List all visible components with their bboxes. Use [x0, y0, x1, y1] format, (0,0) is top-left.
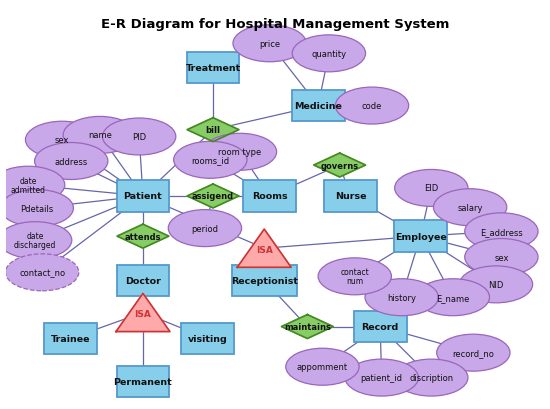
- Text: room type: room type: [218, 148, 262, 157]
- Text: visiting: visiting: [188, 334, 228, 343]
- Polygon shape: [117, 225, 169, 249]
- Text: record_no: record_no: [453, 348, 494, 357]
- Ellipse shape: [465, 213, 538, 250]
- Text: contact
num: contact num: [340, 267, 369, 285]
- Text: discription: discription: [409, 373, 453, 382]
- Text: rooms_id: rooms_id: [191, 156, 229, 165]
- Text: attends: attends: [125, 232, 161, 241]
- Ellipse shape: [174, 142, 247, 179]
- Ellipse shape: [0, 190, 73, 227]
- Ellipse shape: [292, 36, 366, 73]
- Text: patient_id: patient_id: [361, 373, 403, 382]
- Text: Employee: Employee: [395, 232, 447, 241]
- Text: NID: NID: [488, 280, 504, 289]
- FancyBboxPatch shape: [181, 323, 234, 355]
- Text: governs: governs: [321, 161, 359, 170]
- FancyBboxPatch shape: [354, 311, 406, 342]
- Polygon shape: [187, 184, 239, 209]
- Ellipse shape: [63, 117, 136, 154]
- Text: assigend: assigend: [192, 192, 234, 201]
- Polygon shape: [282, 315, 333, 339]
- Ellipse shape: [286, 348, 359, 385]
- Ellipse shape: [102, 119, 176, 155]
- Text: salary: salary: [458, 203, 483, 212]
- Ellipse shape: [365, 279, 438, 316]
- Polygon shape: [314, 154, 366, 178]
- Text: period: period: [191, 224, 218, 233]
- Text: date
admitted: date admitted: [10, 176, 46, 194]
- Text: Doctor: Doctor: [125, 276, 161, 285]
- Ellipse shape: [336, 88, 409, 125]
- Ellipse shape: [233, 26, 306, 63]
- Text: E_address: E_address: [480, 227, 522, 236]
- Text: ISA: ISA: [256, 245, 273, 254]
- Text: ISA: ISA: [135, 309, 151, 318]
- Ellipse shape: [204, 134, 277, 171]
- Ellipse shape: [25, 122, 99, 159]
- Ellipse shape: [459, 266, 532, 303]
- Text: Permanent: Permanent: [113, 377, 172, 386]
- Ellipse shape: [318, 258, 392, 295]
- Ellipse shape: [6, 254, 79, 291]
- Text: appomment: appomment: [297, 362, 348, 371]
- Text: name: name: [88, 131, 112, 140]
- FancyBboxPatch shape: [117, 366, 169, 397]
- Polygon shape: [116, 294, 170, 332]
- Ellipse shape: [433, 189, 507, 226]
- Ellipse shape: [35, 143, 108, 180]
- FancyBboxPatch shape: [232, 265, 296, 296]
- Text: Receptionist: Receptionist: [230, 276, 298, 285]
- Ellipse shape: [395, 359, 468, 396]
- Ellipse shape: [437, 335, 510, 371]
- Text: Rooms: Rooms: [252, 192, 288, 201]
- Ellipse shape: [395, 170, 468, 207]
- Text: Patient: Patient: [124, 192, 162, 201]
- Text: Trainee: Trainee: [51, 334, 90, 343]
- Text: history: history: [387, 293, 416, 302]
- Text: Treatment: Treatment: [185, 64, 241, 73]
- FancyBboxPatch shape: [292, 91, 344, 122]
- Text: E_name: E_name: [436, 293, 470, 302]
- Polygon shape: [187, 119, 239, 142]
- Text: Pdetails: Pdetails: [20, 204, 53, 213]
- Ellipse shape: [345, 359, 419, 396]
- Text: quantity: quantity: [311, 50, 346, 58]
- Ellipse shape: [0, 167, 65, 204]
- FancyBboxPatch shape: [44, 323, 97, 355]
- Text: address: address: [54, 157, 88, 166]
- Text: E-R Diagram for Hospital Management System: E-R Diagram for Hospital Management Syst…: [101, 18, 449, 31]
- Text: bill: bill: [206, 126, 221, 135]
- Text: Record: Record: [361, 322, 399, 331]
- Text: maintains: maintains: [284, 322, 331, 331]
- FancyBboxPatch shape: [186, 53, 239, 84]
- Ellipse shape: [0, 222, 72, 259]
- Polygon shape: [237, 229, 291, 267]
- Text: date
discharged: date discharged: [14, 231, 56, 249]
- Text: Nurse: Nurse: [335, 192, 366, 201]
- FancyBboxPatch shape: [394, 221, 447, 252]
- Text: contact_no: contact_no: [19, 268, 65, 277]
- Ellipse shape: [465, 239, 538, 276]
- FancyBboxPatch shape: [117, 181, 169, 212]
- Ellipse shape: [168, 210, 241, 247]
- Ellipse shape: [416, 279, 490, 316]
- Text: sex: sex: [55, 136, 69, 145]
- FancyBboxPatch shape: [117, 265, 169, 296]
- Text: EID: EID: [424, 184, 438, 193]
- Text: price: price: [259, 40, 280, 49]
- Text: Medicine: Medicine: [294, 102, 342, 111]
- FancyBboxPatch shape: [243, 181, 296, 212]
- Text: PID: PID: [132, 133, 146, 142]
- Text: code: code: [362, 102, 382, 111]
- FancyBboxPatch shape: [324, 181, 377, 212]
- Text: sex: sex: [494, 253, 509, 262]
